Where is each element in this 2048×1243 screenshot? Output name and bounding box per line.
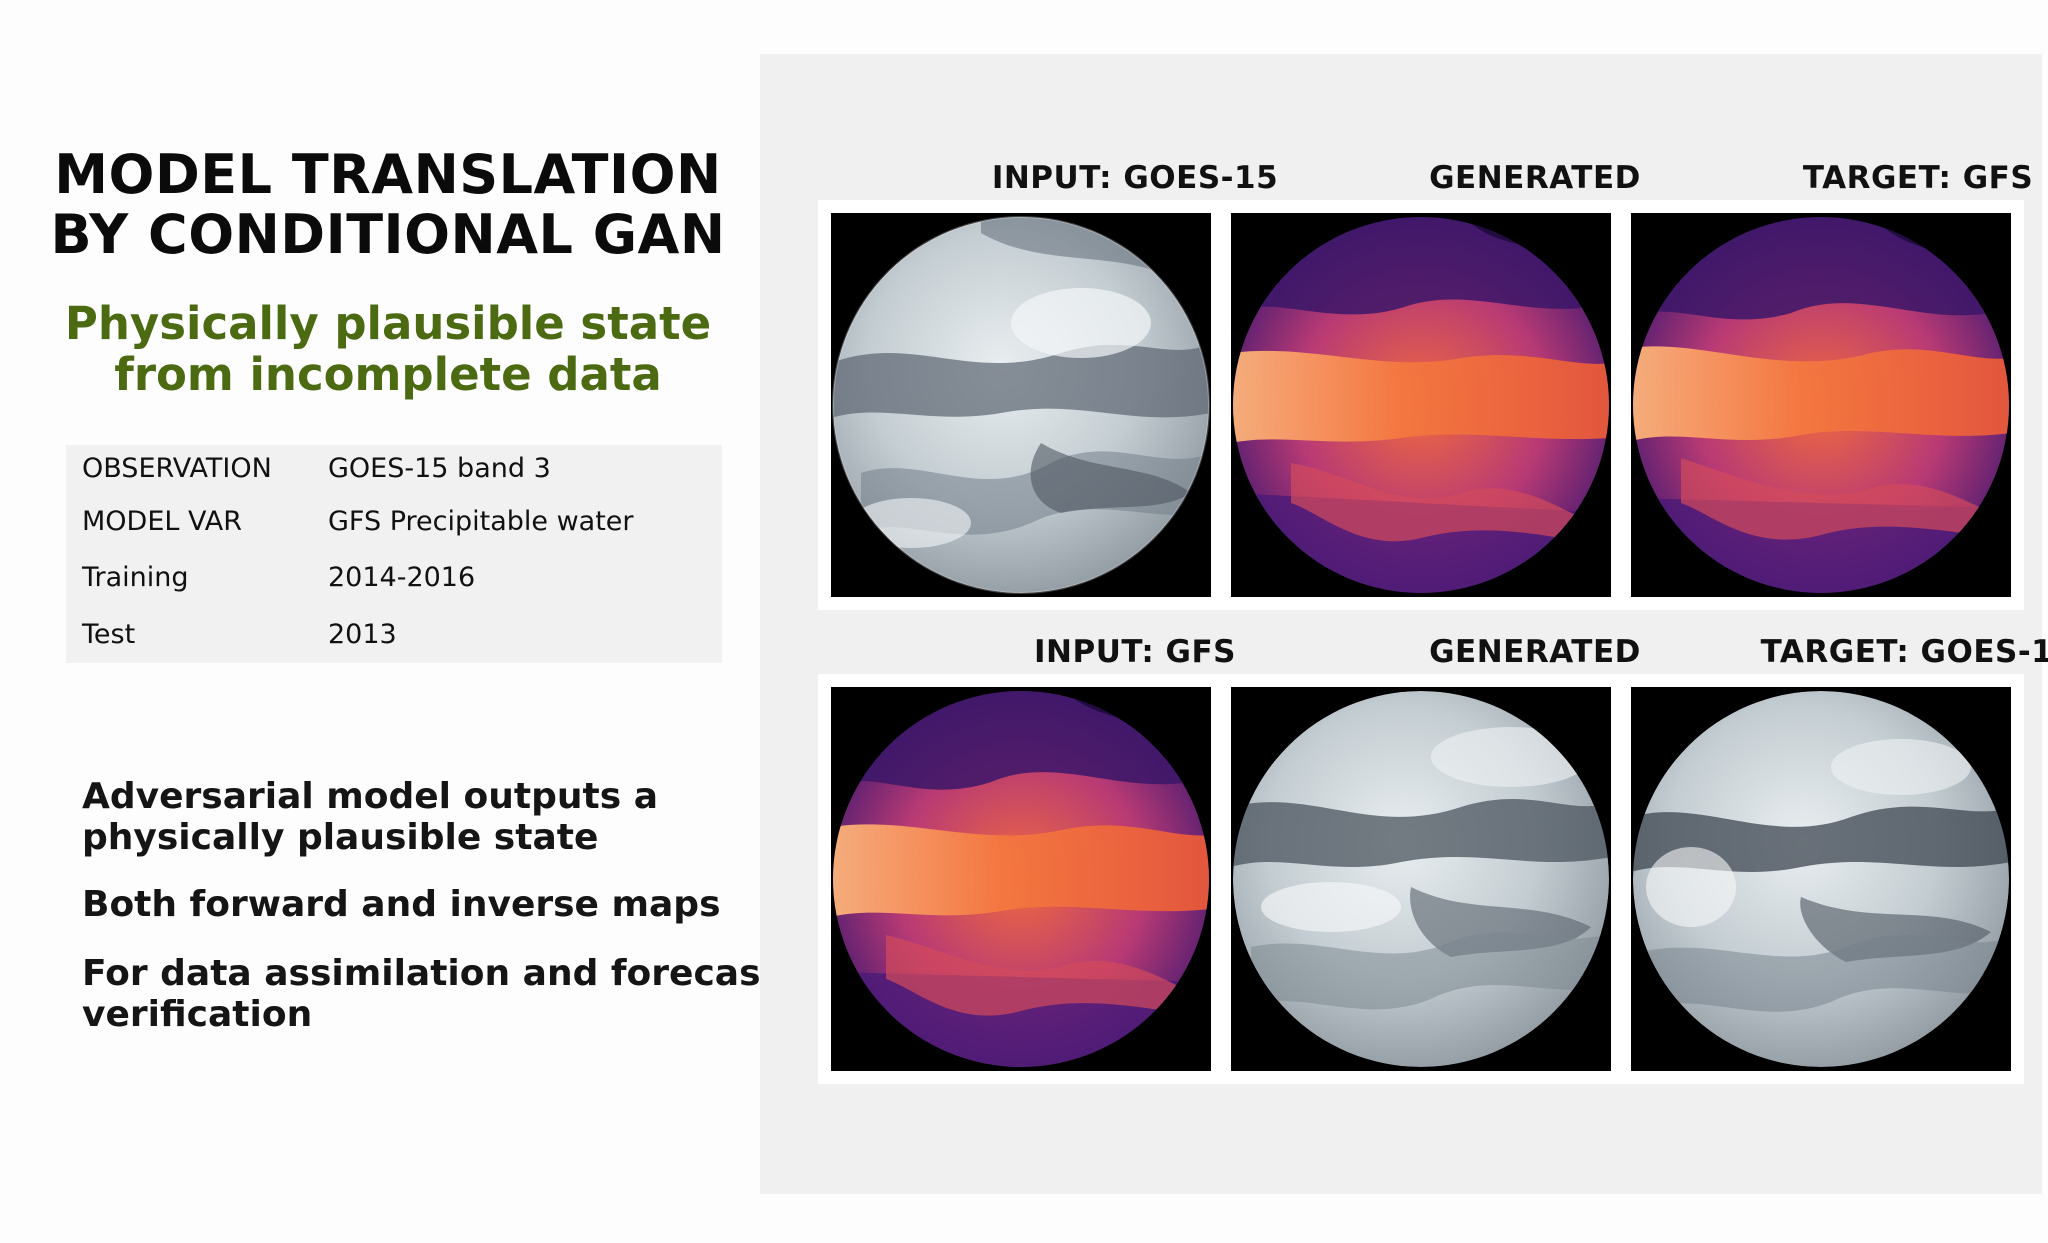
text-column: MODEL TRANSLATION BY CONDITIONAL GAN Phy… xyxy=(0,0,777,1243)
spec-row-test: Test 2013 xyxy=(66,619,722,659)
title-line-2: BY CONDITIONAL GAN xyxy=(50,203,726,266)
spec-table: OBSERVATION GOES-15 band 3 MODEL VAR GFS… xyxy=(66,445,722,663)
bullet-line: verification xyxy=(82,994,313,1035)
spec-key: Training xyxy=(82,562,189,593)
bullet-2: Both forward and inverse maps xyxy=(82,884,721,925)
row2-label-input: INPUT: GFS xyxy=(1034,634,1236,670)
row2-generated-image xyxy=(1231,687,1611,1071)
spec-row-model-var: MODEL VAR GFS Precipitable water xyxy=(66,506,722,546)
bullet-line: For data assimilation and forecast xyxy=(82,953,778,994)
subtitle-line-2: from incomplete data xyxy=(114,348,662,401)
row1-target-image xyxy=(1631,213,2011,597)
bullet-line: physically plausible state xyxy=(82,817,599,858)
spec-row-observation: OBSERVATION GOES-15 band 3 xyxy=(66,453,722,493)
title-line-1: MODEL TRANSLATION xyxy=(54,143,722,206)
slide-title: MODEL TRANSLATION BY CONDITIONAL GAN xyxy=(0,145,776,265)
spec-key: Test xyxy=(82,619,136,650)
row1-label-generated: GENERATED xyxy=(1429,160,1641,196)
row2-label-target: TARGET: GOES-15 xyxy=(1760,634,2048,670)
spec-key: MODEL VAR xyxy=(82,506,242,537)
row2-target-image xyxy=(1631,687,2011,1071)
bullet-line: Both forward and inverse maps xyxy=(82,884,721,925)
slide-subtitle: Physically plausible state from incomple… xyxy=(0,298,776,400)
precipitable-water-globe-magma xyxy=(833,691,1209,1067)
row1-label-input: INPUT: GOES-15 xyxy=(991,160,1279,196)
row2-input-image xyxy=(831,687,1211,1071)
water-vapor-globe-gray xyxy=(1633,691,2009,1067)
row1-input-image xyxy=(831,213,1211,597)
figure-row-2 xyxy=(818,674,2024,1084)
spec-value: GFS Precipitable water xyxy=(328,506,634,537)
water-vapor-globe-gray xyxy=(1233,691,1609,1067)
figure-panel: INPUT: GOES-15 GENERATED TARGET: GFS xyxy=(760,54,2048,1194)
bullet-3: For data assimilation and forecast verif… xyxy=(82,953,778,1035)
spec-row-training: Training 2014-2016 xyxy=(66,562,722,602)
spec-value: 2013 xyxy=(328,619,397,650)
row2-label-generated: GENERATED xyxy=(1429,634,1641,670)
precipitable-water-globe-magma xyxy=(1233,217,1609,593)
row1-label-target: TARGET: GFS xyxy=(1802,160,2034,196)
bullet-line: Adversarial model outputs a xyxy=(82,776,658,817)
bullet-1: Adversarial model outputs a physically p… xyxy=(82,776,658,858)
figure-row-1 xyxy=(818,200,2024,610)
spec-key: OBSERVATION xyxy=(82,453,272,484)
precipitable-water-globe-magma xyxy=(1633,217,2009,593)
row1-generated-image xyxy=(1231,213,1611,597)
spec-value: GOES-15 band 3 xyxy=(328,453,551,484)
spec-value: 2014-2016 xyxy=(328,562,476,593)
subtitle-line-1: Physically plausible state xyxy=(64,297,712,350)
water-vapor-globe-gray xyxy=(832,216,1210,594)
